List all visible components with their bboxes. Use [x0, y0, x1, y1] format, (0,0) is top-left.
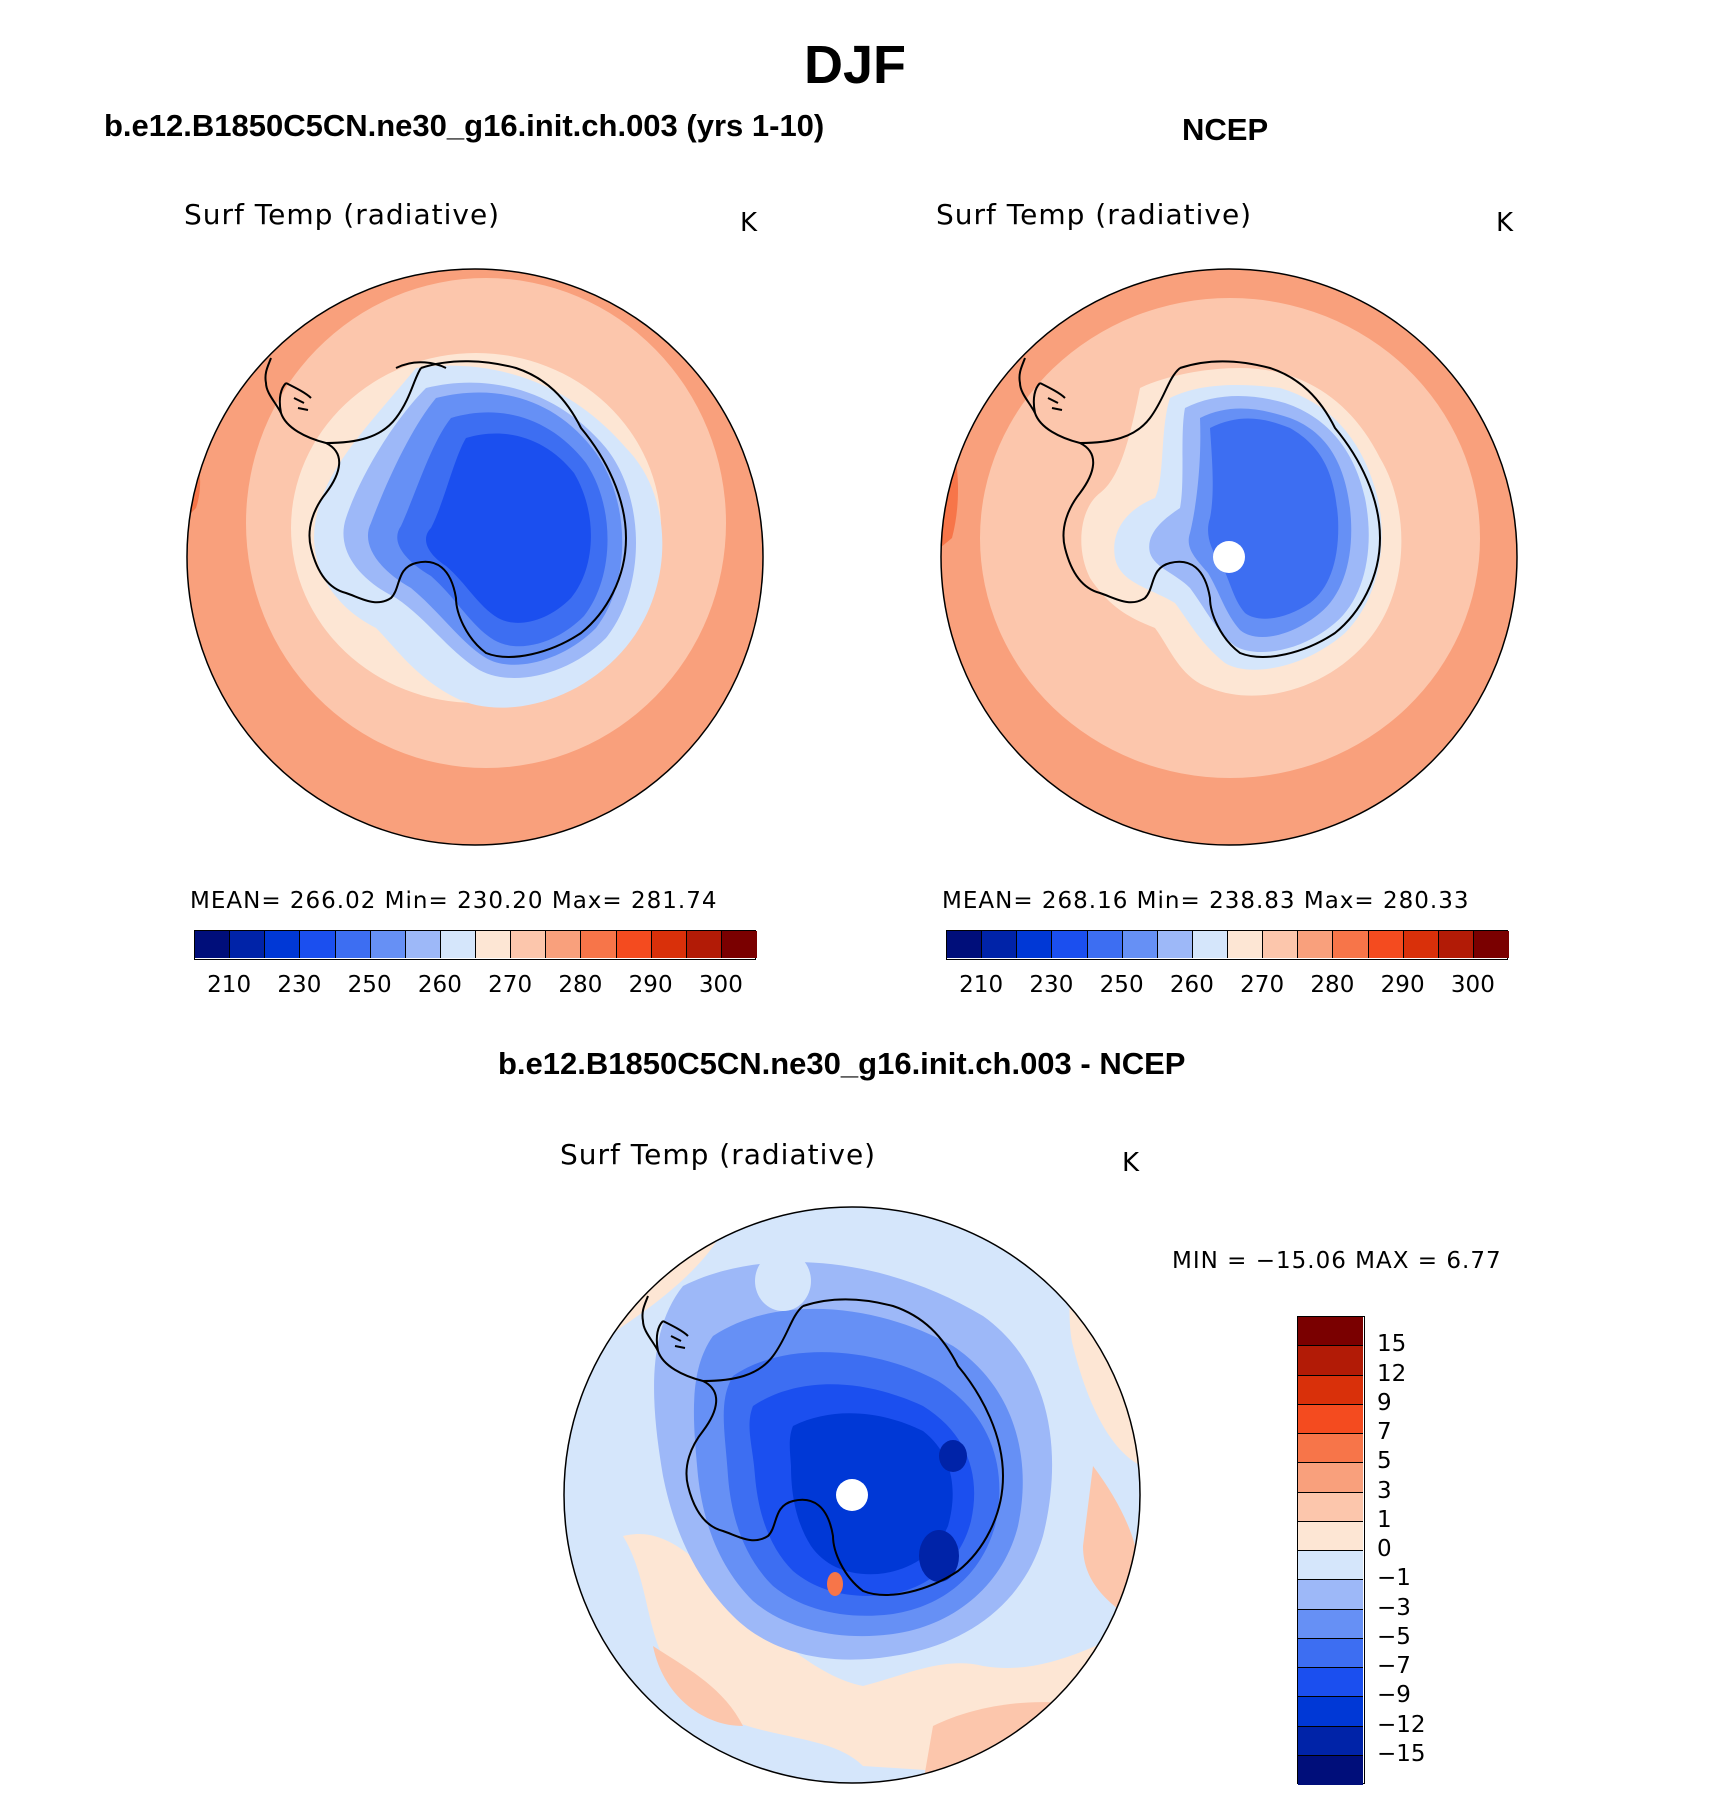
colorbar-tick-label: 280: [1310, 972, 1355, 998]
colorbar-swatch: [1298, 1726, 1363, 1756]
colorbar-swatch: [1298, 1668, 1363, 1698]
colorbar-swatch: [1298, 931, 1334, 958]
colorbar-diff: [1297, 1316, 1365, 1785]
colorbar-swatch: [1298, 1434, 1363, 1464]
stats-ncep: MEAN= 268.16 Min= 238.83 Max= 280.33: [942, 888, 1470, 914]
colorbar-swatch: [1298, 1551, 1363, 1581]
colorbar-tick-label: 270: [1240, 972, 1285, 998]
panel-title-diff: b.e12.B1850C5CN.ne30_g16.init.ch.003 - N…: [498, 1046, 1186, 1081]
colorbar-tick-label: 7: [1377, 1419, 1392, 1445]
colorbar-swatch: [1298, 1697, 1363, 1727]
colorbar-tick-label: 300: [698, 972, 743, 998]
colorbar-swatch: [1122, 931, 1158, 958]
units-label-diff: K: [1122, 1148, 1140, 1178]
stats-model: MEAN= 266.02 Min= 230.20 Max= 281.74: [190, 888, 718, 914]
colorbar-swatch: [686, 931, 722, 958]
colorbar-tick-label: 270: [488, 972, 533, 998]
colorbar-swatch: [511, 931, 547, 958]
colorbar-swatch: [1298, 1492, 1363, 1522]
colorbar-tick-label: −7: [1377, 1653, 1411, 1679]
colorbar-swatch: [1087, 931, 1123, 958]
colorbar-swatch: [1298, 1463, 1363, 1493]
colorbar-tick-label: 3: [1377, 1477, 1392, 1504]
colorbar-tick-label: 210: [207, 972, 252, 998]
colorbar-swatch: [721, 931, 757, 958]
colorbar-swatch: [440, 931, 476, 958]
colorbar-tick-label: 290: [628, 972, 673, 998]
colorbar-swatch: [651, 931, 687, 958]
colorbar-swatch: [1157, 931, 1193, 958]
units-label-model: K: [740, 208, 758, 238]
colorbar-swatch: [1403, 931, 1439, 958]
colorbar-swatch: [1298, 1346, 1363, 1376]
colorbar-tick-label: −15: [1377, 1740, 1426, 1767]
map-ncep: [940, 268, 1518, 846]
colorbar-tick-label: 12: [1377, 1360, 1407, 1387]
colorbar-tick-label: 280: [558, 972, 603, 998]
colorbar-swatch: [1298, 1317, 1363, 1347]
stats-diff: MIN = −15.06 MAX = 6.77: [1172, 1248, 1502, 1274]
colorbar-tick-label: −3: [1377, 1594, 1411, 1621]
colorbar-swatch: [1263, 931, 1299, 958]
colorbar-model: [194, 930, 757, 960]
colorbar-tick-label: 1: [1377, 1506, 1392, 1533]
colorbar-tick-label: 9: [1377, 1389, 1392, 1416]
colorbar-tick-label: −5: [1377, 1623, 1411, 1650]
colorbar-swatch: [1298, 1755, 1363, 1785]
colorbar-tick-label: 230: [277, 972, 322, 998]
colorbar-swatch: [1192, 931, 1228, 958]
colorbar-tick-label: 15: [1377, 1331, 1407, 1358]
colorbar-swatch: [265, 931, 301, 958]
colorbar-swatch: [1228, 931, 1264, 958]
colorbar-tick-label: −12: [1377, 1711, 1426, 1738]
units-label-ncep: K: [1496, 208, 1514, 238]
colorbar-swatch: [581, 931, 617, 958]
colorbar-swatch: [230, 931, 266, 958]
colorbar-swatch: [1298, 1609, 1363, 1639]
colorbar-tick-label: 260: [417, 972, 462, 998]
colorbar-swatch: [616, 931, 652, 958]
colorbar-swatch: [1017, 931, 1053, 958]
colorbar-tick-label: 290: [1380, 972, 1425, 998]
panel-title-model: b.e12.B1850C5CN.ne30_g16.init.ch.003 (yr…: [104, 108, 825, 143]
colorbar-tick-label: −1: [1377, 1565, 1411, 1592]
colorbar-swatch: [405, 931, 441, 958]
figure-title: DJF: [803, 35, 906, 95]
colorbar-swatch: [195, 931, 231, 958]
colorbar-swatch: [1298, 1404, 1363, 1434]
colorbar-swatch: [1438, 931, 1474, 958]
colorbar-tick-label: 210: [959, 972, 1004, 998]
colorbar-swatch: [1298, 1580, 1363, 1610]
variable-label-ncep: Surf Temp (radiative): [936, 198, 1253, 231]
variable-label-diff: Surf Temp (radiative): [560, 1138, 877, 1171]
colorbar-tick-label: 230: [1029, 972, 1074, 998]
colorbar-tick-label: 5: [1377, 1448, 1392, 1475]
colorbar-swatch: [1052, 931, 1088, 958]
colorbar-swatch: [947, 931, 983, 958]
colorbar-swatch: [982, 931, 1018, 958]
colorbar-swatch: [1298, 1521, 1363, 1551]
colorbar-tick-label: 0: [1377, 1536, 1392, 1562]
colorbar-swatch: [476, 931, 512, 958]
panel-title-ncep: NCEP: [1182, 112, 1269, 147]
colorbar-swatch: [370, 931, 406, 958]
colorbar-swatch: [1368, 931, 1404, 958]
map-model: [186, 268, 764, 846]
colorbar-swatch: [1298, 1638, 1363, 1668]
variable-label-model: Surf Temp (radiative): [184, 198, 501, 231]
colorbar-swatch: [1298, 1375, 1363, 1405]
colorbar-tick-label: 260: [1169, 972, 1214, 998]
map-difference: [563, 1206, 1141, 1784]
colorbar-tick-label: 300: [1450, 972, 1495, 998]
colorbar-tick-label: 250: [347, 972, 392, 998]
colorbar-swatch: [1473, 931, 1509, 958]
colorbar-tick-label: −9: [1377, 1682, 1411, 1709]
colorbar-tick-label: 250: [1099, 972, 1144, 998]
colorbar-swatch: [300, 931, 336, 958]
colorbar-swatch: [1333, 931, 1369, 958]
colorbar-ncep: [946, 930, 1509, 960]
colorbar-swatch: [546, 931, 582, 958]
colorbar-swatch: [335, 931, 371, 958]
